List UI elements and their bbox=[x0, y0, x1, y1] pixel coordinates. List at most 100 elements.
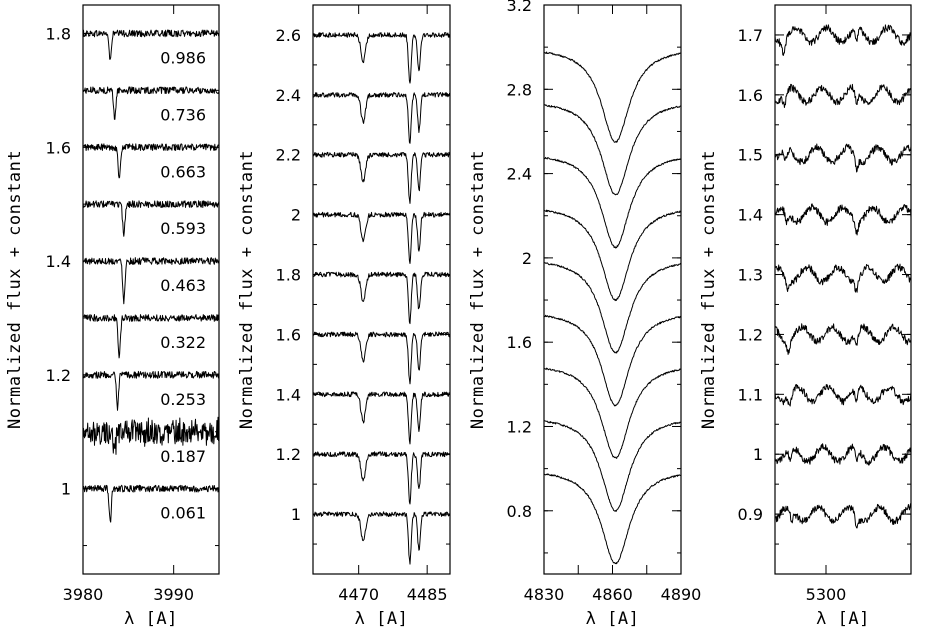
spectrum-line bbox=[775, 24, 911, 56]
spectrum-line bbox=[775, 203, 911, 236]
y-tick-label: 2.4 bbox=[276, 86, 301, 105]
spectra-group bbox=[83, 29, 219, 523]
panel-caii-3980: 1 1.2 1.4 1.6 1.8 3980 3990 λ [A] Normalized flu… bbox=[5, 4, 220, 629]
y-axis-label: Normalized flux + constant bbox=[5, 150, 25, 429]
spectrum-line bbox=[775, 384, 911, 407]
x-axis-label: λ [A] bbox=[355, 609, 409, 629]
y-tick-label: 1.4 bbox=[46, 252, 71, 271]
spectrum-line bbox=[313, 151, 450, 204]
y-tick-label: 2 bbox=[291, 206, 301, 225]
spectrum-line bbox=[544, 314, 681, 407]
x-tick-label: 3980 bbox=[63, 585, 104, 604]
y-axis-label: Normalized flux + constant bbox=[237, 150, 257, 429]
y-tick-label: 1.6 bbox=[738, 86, 763, 105]
y-axis-label: Normalized flux + constant bbox=[468, 150, 488, 429]
spectrum-line bbox=[313, 211, 450, 264]
spectrum-line bbox=[775, 83, 911, 108]
spectrum-line bbox=[544, 262, 681, 354]
spectrum-line bbox=[775, 443, 911, 466]
spectrum-line bbox=[313, 511, 450, 565]
x-tick-label: 4860 bbox=[592, 585, 633, 604]
y-tick-label: 1.2 bbox=[738, 325, 763, 344]
spectrum-line bbox=[83, 86, 219, 120]
phase-label: 0.986 bbox=[160, 48, 206, 67]
spectrum-line bbox=[544, 156, 681, 249]
phase-label: 0.187 bbox=[160, 447, 206, 466]
y-tick-label: 2.4 bbox=[507, 165, 532, 184]
spectrum-line bbox=[83, 200, 219, 237]
spectrum-line bbox=[313, 271, 450, 325]
y-tick-label: 3.2 bbox=[507, 0, 532, 15]
phase-label: 0.593 bbox=[160, 219, 206, 238]
x-tick-label: 4830 bbox=[524, 585, 565, 604]
spectrum-line bbox=[83, 314, 219, 359]
plot-frame bbox=[774, 4, 912, 575]
spectrum-line bbox=[544, 367, 681, 459]
x-axis-label: λ [A] bbox=[816, 609, 870, 629]
y-tick-label: 1.5 bbox=[738, 146, 763, 165]
spectrum-line bbox=[544, 473, 681, 565]
y-tick-label: 1.4 bbox=[276, 385, 301, 404]
y-tick-label: 1.4 bbox=[738, 206, 763, 225]
spectra-group bbox=[313, 32, 450, 565]
y-tick-label: 1.1 bbox=[738, 385, 763, 404]
y-tick-label: 1 bbox=[291, 505, 301, 524]
spectrum-line bbox=[83, 143, 219, 179]
y-tick-label: 2.6 bbox=[276, 26, 301, 45]
y-tick-label: 1.6 bbox=[507, 333, 532, 352]
y-tick-label: 2 bbox=[522, 249, 532, 268]
phase-label: 0.253 bbox=[160, 390, 206, 409]
y-tick-label: 1.2 bbox=[507, 417, 532, 436]
spectrum-line bbox=[544, 209, 681, 302]
spectrum-line bbox=[313, 32, 450, 84]
y-tick-label: 1 bbox=[753, 445, 763, 464]
spectrum-line bbox=[83, 370, 219, 411]
panel-hbeta-4861: 0.8 1.2 1.6 2 2.4 2.8 3.2 4830 4860 4890 λ [A] Norm… bbox=[468, 0, 701, 629]
phase-label: 0.061 bbox=[160, 504, 206, 523]
spectrum-line bbox=[83, 257, 219, 305]
spectrum-line bbox=[775, 143, 911, 173]
spectrum-line bbox=[775, 503, 911, 529]
phase-label: 0.463 bbox=[160, 276, 206, 295]
spectrum-line bbox=[83, 29, 219, 60]
plot-frame bbox=[312, 4, 451, 575]
spectrum-line bbox=[83, 484, 219, 523]
spectrum-line bbox=[313, 331, 450, 385]
y-tick-label: 0.9 bbox=[738, 505, 763, 524]
x-tick-label: 3990 bbox=[153, 585, 194, 604]
x-axis-label: λ [A] bbox=[586, 609, 640, 629]
x-axis-label: λ [A] bbox=[124, 609, 178, 629]
x-tick-label: 4470 bbox=[338, 585, 379, 604]
spectra-group bbox=[544, 51, 681, 565]
x-tick-label: 5300 bbox=[806, 585, 847, 604]
spectra-group bbox=[775, 24, 911, 529]
panel-hei-4471: 1 1.2 1.4 1.6 1.8 2 2.2 2.4 2.6 4470 4485 λ [A] Norm… bbox=[237, 4, 451, 629]
spectrum-line bbox=[775, 323, 911, 355]
phase-label: 0.736 bbox=[160, 105, 206, 124]
y-tick-label: 0.8 bbox=[507, 502, 532, 521]
y-tick-label: 1.6 bbox=[46, 138, 71, 157]
y-tick-label: 1.6 bbox=[276, 325, 301, 344]
spectrum-line bbox=[775, 263, 911, 293]
x-tick-label: 4485 bbox=[407, 585, 448, 604]
y-tick-label: 1.2 bbox=[276, 445, 301, 464]
spectrum-line bbox=[313, 451, 450, 505]
y-tick-label: 1.7 bbox=[738, 26, 763, 45]
y-tick-label: 1.2 bbox=[46, 366, 71, 385]
spectrum-line bbox=[544, 51, 681, 143]
phase-label: 0.322 bbox=[160, 333, 206, 352]
y-tick-label: 2.8 bbox=[507, 80, 532, 99]
spectrum-line bbox=[83, 416, 219, 455]
plot-frame bbox=[543, 4, 682, 575]
y-tick-label: 1.8 bbox=[276, 266, 301, 285]
y-tick-label: 1.8 bbox=[46, 24, 71, 43]
plot-frame bbox=[82, 4, 220, 575]
x-tick-label: 4890 bbox=[661, 585, 702, 604]
y-tick-label: 1 bbox=[61, 480, 71, 499]
panel-5300: 0.9 1 1.1 1.2 1.3 1.4 1.5 1.6 1.7 5300 λ [A] Normal… bbox=[699, 4, 912, 629]
y-axis-label: Normalized flux + constant bbox=[699, 150, 719, 429]
spectrum-line bbox=[544, 104, 681, 196]
phase-label: 0.663 bbox=[160, 162, 206, 181]
spectrum-line bbox=[544, 420, 681, 512]
